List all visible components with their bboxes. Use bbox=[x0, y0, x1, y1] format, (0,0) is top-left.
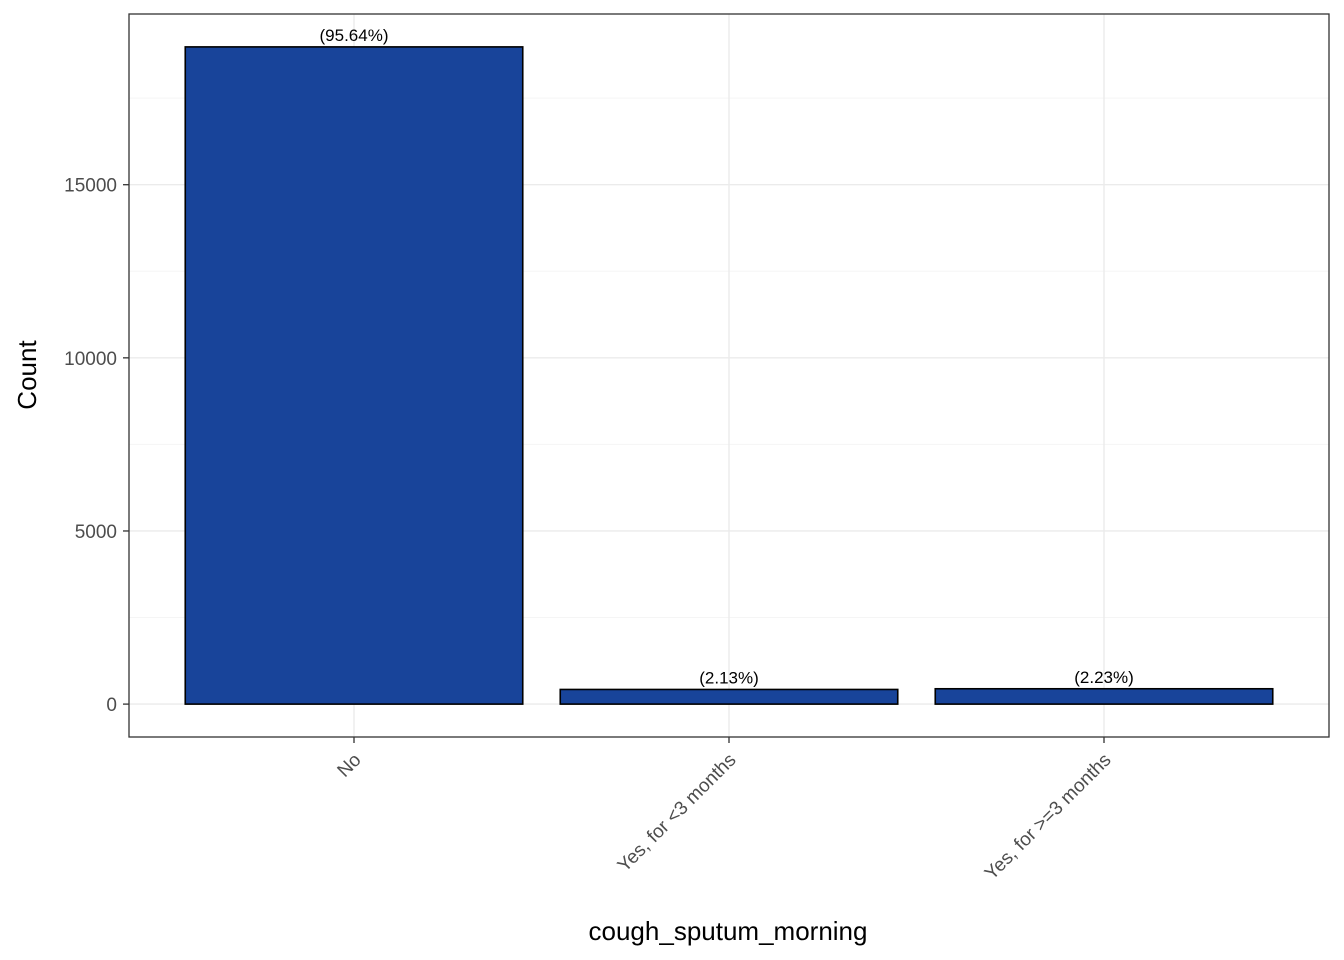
y-tick-label: 15000 bbox=[64, 176, 117, 197]
y-tick-label: 0 bbox=[106, 695, 117, 716]
y-tick-label: 10000 bbox=[64, 349, 117, 370]
bar-data-label: (2.23%) bbox=[1074, 668, 1134, 687]
bar-data-label: (95.64%) bbox=[320, 26, 389, 45]
bar-labels: (95.64%) (2.13%) (2.23%) bbox=[320, 26, 1134, 688]
bar bbox=[184, 46, 524, 705]
y-axis-title: Count bbox=[12, 340, 42, 410]
y-axis: 0 5000 10000 15000 bbox=[64, 176, 129, 716]
bars bbox=[184, 46, 1274, 705]
bar bbox=[934, 687, 1274, 705]
bar-data-label: (2.13%) bbox=[699, 668, 759, 687]
x-axis-title: cough_sputum_morning bbox=[589, 916, 868, 946]
bar bbox=[559, 688, 899, 705]
y-tick-label: 5000 bbox=[75, 522, 117, 543]
